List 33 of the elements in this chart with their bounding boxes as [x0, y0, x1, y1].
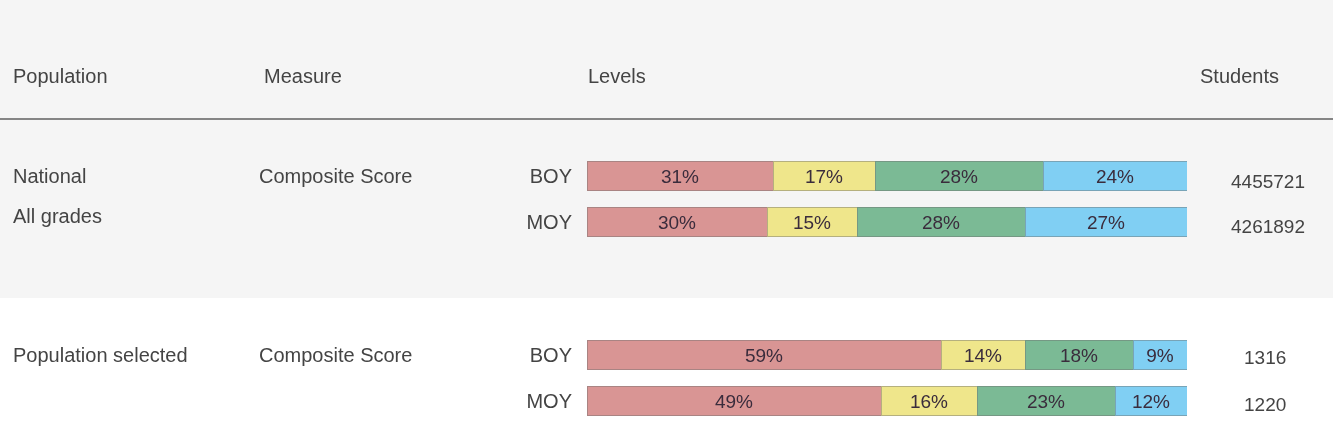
text: Population selected [13, 344, 188, 366]
data-label: 15% [792, 211, 832, 233]
text: Students [1200, 65, 1279, 87]
text: 1220 [1244, 394, 1287, 415]
text: 4261892 [1231, 216, 1305, 237]
data-label: 30% [657, 211, 697, 233]
data-label: 28% [921, 211, 961, 233]
y-tick-label: MOY [526, 211, 572, 233]
data-label: 59% [744, 344, 784, 366]
data-label: 24% [1095, 165, 1135, 187]
text: Population [13, 65, 108, 87]
y-tick-label: MOY [526, 390, 572, 412]
data-label: 14% [963, 344, 1003, 366]
data-label: 9% [1146, 344, 1174, 366]
data-label: 17% [804, 165, 844, 187]
data-label: 27% [1086, 211, 1126, 233]
text: 1316 [1244, 347, 1287, 368]
data-label: 18% [1059, 344, 1099, 366]
data-label: 28% [939, 165, 979, 187]
text: Composite Score [259, 165, 413, 187]
data-label: 31% [660, 165, 700, 187]
data-label: 23% [1026, 390, 1066, 412]
data-label: 12% [1131, 390, 1171, 412]
text: All grades [13, 205, 102, 227]
text: Composite Score [259, 344, 413, 366]
text: 4455721 [1231, 171, 1305, 192]
y-tick-label: BOY [529, 165, 572, 187]
y-tick-label: BOY [529, 344, 572, 366]
data-label: 49% [714, 390, 754, 412]
data-label: 16% [909, 390, 949, 412]
text: Measure [264, 65, 342, 87]
text: National [13, 165, 87, 187]
text: Levels [588, 65, 646, 87]
